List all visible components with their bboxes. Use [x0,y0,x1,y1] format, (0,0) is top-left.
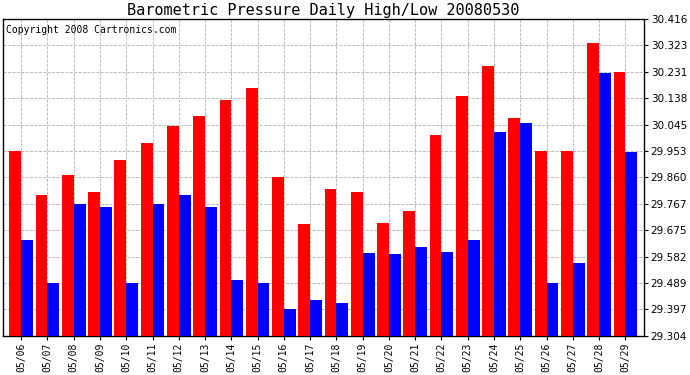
Bar [126,283,138,336]
Bar [404,211,415,336]
Bar [100,207,112,336]
Bar [442,252,453,336]
Bar [363,253,375,336]
Bar [167,126,179,336]
Bar [152,204,164,336]
Bar [613,72,625,336]
Bar [337,303,348,336]
Bar [324,189,337,336]
Bar [10,151,21,336]
Bar [535,151,546,336]
Bar [115,160,126,336]
Text: Copyright 2008 Cartronics.com: Copyright 2008 Cartronics.com [6,25,177,35]
Bar [430,135,442,336]
Bar [625,152,637,336]
Bar [520,123,532,336]
Bar [546,283,558,336]
Bar [257,283,269,336]
Bar [310,300,322,336]
Bar [141,143,152,336]
Bar [205,207,217,336]
Bar [573,263,584,336]
Bar [456,96,468,336]
Bar [494,132,506,336]
Bar [219,100,231,336]
Bar [88,192,100,336]
Bar [561,151,573,336]
Bar [74,204,86,336]
Bar [179,195,190,336]
Bar [36,195,48,336]
Bar [231,280,243,336]
Bar [298,225,310,336]
Bar [284,309,296,336]
Bar [509,118,520,336]
Bar [468,240,480,336]
Bar [272,177,284,336]
Bar [21,240,33,336]
Title: Barometric Pressure Daily High/Low 20080530: Barometric Pressure Daily High/Low 20080… [127,3,520,18]
Bar [62,175,74,336]
Bar [482,66,494,336]
Bar [377,223,389,336]
Bar [587,44,599,336]
Bar [351,192,363,336]
Bar [48,283,59,336]
Bar [389,254,401,336]
Bar [193,116,205,336]
Bar [415,247,427,336]
Bar [599,74,611,336]
Bar [246,88,257,336]
